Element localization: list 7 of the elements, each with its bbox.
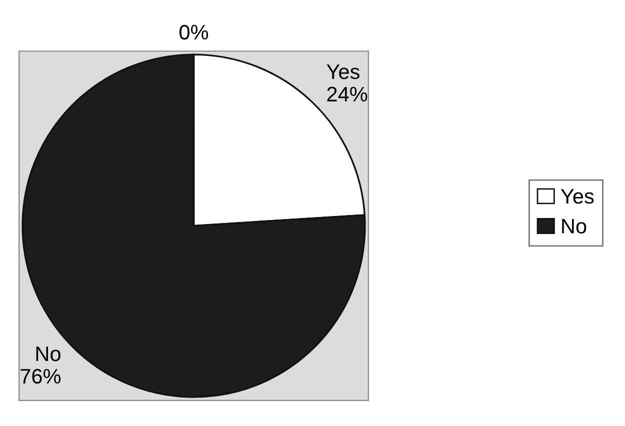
slice-label: No [36,346,60,362]
slice-label: Yes [326,64,360,80]
data-label: 76% [20,368,61,384]
text: 0% [180,24,208,40]
data-label: 24% [327,86,368,102]
legend-label: No [562,218,586,234]
legend-label: Yes [560,189,594,204]
